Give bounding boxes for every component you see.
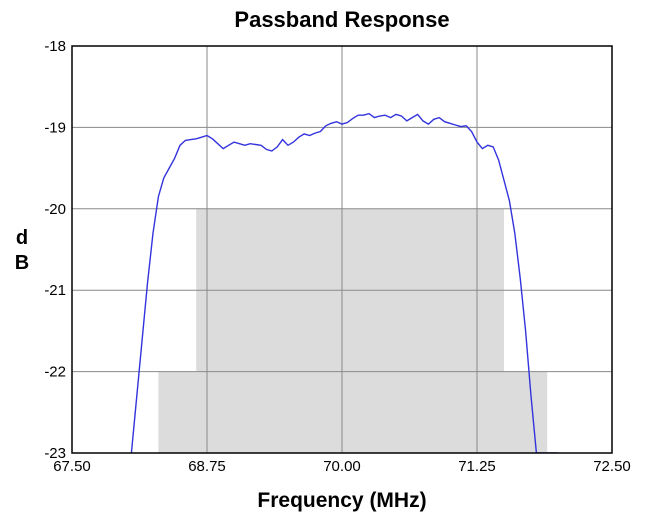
chart-title: Passband Response bbox=[234, 7, 449, 32]
x-tick-label: 72.50 bbox=[593, 458, 631, 475]
mask-region-2 bbox=[196, 208, 504, 453]
y-tick-label: -21 bbox=[44, 282, 66, 299]
x-tick-label: 67.50 bbox=[53, 458, 91, 475]
y-tick-label: -19 bbox=[44, 119, 66, 136]
y-axis-label-line-2: B bbox=[15, 252, 29, 274]
series-line-1 bbox=[130, 112, 558, 453]
y-tick-label: -20 bbox=[44, 201, 66, 218]
y-tick-label: -18 bbox=[44, 38, 66, 55]
x-tick-label: 70.00 bbox=[323, 458, 361, 475]
y-tick-label: -23 bbox=[44, 445, 66, 462]
x-tick-label: 71.25 bbox=[458, 458, 496, 475]
plot-frame bbox=[71, 45, 613, 454]
plot-area bbox=[158, 208, 548, 453]
tick-labels: 67.50 68.75 70.00 71.25 72.50 -18 -19 -20 -21 -22… bbox=[44, 38, 630, 475]
y-tick-label: -22 bbox=[44, 364, 66, 381]
y-axis-label-line-1: d bbox=[16, 227, 28, 249]
x-axis-label: Frequency (MHz) bbox=[257, 489, 426, 512]
x-tick-label: 68.75 bbox=[188, 458, 226, 475]
series-layer bbox=[130, 112, 558, 453]
